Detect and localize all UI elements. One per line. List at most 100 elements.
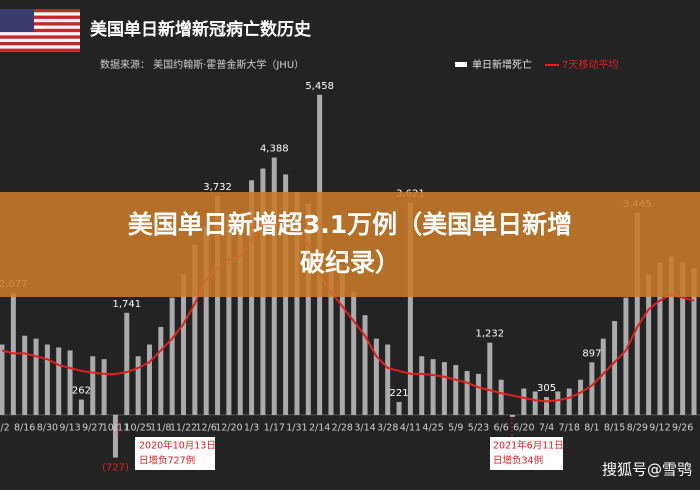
bar <box>373 338 379 415</box>
bar <box>657 262 663 415</box>
bar <box>544 397 550 415</box>
x-tick-label: 11/8 <box>150 422 171 433</box>
x-tick-label: 6/6 <box>493 422 508 433</box>
bar <box>589 362 595 415</box>
bar <box>112 414 118 458</box>
bar <box>351 291 357 415</box>
legend-label: 单日新增死亡 <box>472 58 532 71</box>
bar <box>680 262 686 415</box>
bar <box>691 268 697 415</box>
annotation-text: 日增负727例 <box>139 455 195 467</box>
value-label: 1,741 <box>112 299 141 310</box>
x-tick-label: 7/18 <box>559 422 580 433</box>
x-tick-label: 9/12 <box>649 422 670 433</box>
value-label: 305 <box>537 383 556 394</box>
bar <box>78 399 84 415</box>
bar <box>249 180 255 415</box>
x-tick-label: 8/2 <box>0 422 10 433</box>
bar <box>33 338 39 415</box>
bar <box>521 388 527 415</box>
bar <box>668 256 674 415</box>
annotation-2: 2021年6月11日 日增负34例 <box>490 418 564 470</box>
bar <box>56 347 62 415</box>
bar <box>237 221 243 415</box>
source-note: 数据来源： 美国约翰斯·霍普金斯大学（JHU） <box>100 58 304 71</box>
overlay-banner <box>0 192 700 297</box>
bar <box>600 338 606 415</box>
x-tick-label: 6/20 <box>513 422 534 433</box>
bar <box>294 192 300 415</box>
bar <box>498 379 504 415</box>
bar <box>464 370 470 415</box>
value-label: 221 <box>390 388 409 399</box>
overlay-text: 美国单日新增超3.1万例（美国单日新增 <box>128 210 572 239</box>
bar <box>509 414 515 417</box>
bar <box>487 342 493 415</box>
x-tick-label: 5/9 <box>448 422 463 433</box>
value-label: 897 <box>582 348 601 359</box>
bar <box>441 362 447 415</box>
watermark: 搜狐号@雪鸮 <box>602 461 692 479</box>
bar <box>407 202 413 415</box>
x-tick-label: 3/28 <box>377 422 398 433</box>
value-label: (727) <box>102 463 129 474</box>
value-label: 5,458 <box>305 81 334 92</box>
annotation-1: 2020年10月13日 日增负727例 <box>117 418 216 470</box>
bar <box>146 344 152 415</box>
bar <box>158 326 164 415</box>
bar <box>430 359 436 415</box>
bar <box>646 274 652 415</box>
x-tick-label: 2/28 <box>332 422 353 433</box>
bar <box>101 359 107 415</box>
bar <box>339 274 345 415</box>
x-tick-label: 10/25 <box>124 422 151 433</box>
bar <box>396 401 402 415</box>
bar <box>135 356 141 415</box>
bar <box>22 335 28 415</box>
x-tick-label: 12/20 <box>215 422 242 433</box>
value-label: 262 <box>72 386 91 397</box>
x-tick-label: 1/3 <box>244 422 259 433</box>
bar <box>566 388 572 415</box>
annotation-text: 2021年6月11日 <box>493 440 564 452</box>
moving-average-line <box>1 217 695 403</box>
overlay-text: 破纪录） <box>300 248 400 277</box>
bar <box>328 256 334 415</box>
x-tick-label: 8/16 <box>14 422 35 433</box>
x-tick-label: 7/4 <box>539 422 554 433</box>
bar <box>169 297 175 415</box>
bar <box>532 391 538 415</box>
x-tick-label: 8/15 <box>604 422 625 433</box>
chart-title: 美国单日新增新冠病亡数历史 <box>90 19 312 40</box>
bar <box>634 212 640 415</box>
x-tick-label: 9/27 <box>82 422 103 433</box>
bar <box>385 344 391 415</box>
x-tick-label: 12/6 <box>196 422 217 433</box>
x-tick-label: 5/23 <box>468 422 489 433</box>
value-label: 1,232 <box>475 329 504 340</box>
x-tick-label: 1/17 <box>264 422 285 433</box>
bar <box>181 274 187 415</box>
x-tick-label: 11/22 <box>170 422 197 433</box>
bar <box>44 344 50 415</box>
bar <box>226 215 232 415</box>
annotation-text: 2020年10月13日 <box>139 440 216 452</box>
bar <box>362 315 368 415</box>
annotation-text: 日增负34例 <box>493 455 543 467</box>
bar <box>612 321 618 415</box>
bar <box>475 373 481 415</box>
bar <box>67 350 73 415</box>
x-tick-label: 8/29 <box>627 422 648 433</box>
x-tick-label: 8/1 <box>584 422 599 433</box>
bar <box>419 356 425 415</box>
bar <box>203 227 209 415</box>
x-tick-label: 9/13 <box>59 422 80 433</box>
flag-icon <box>0 9 80 52</box>
x-tick-label: 3/14 <box>354 422 375 433</box>
x-tick-label: 4/11 <box>400 422 421 433</box>
bar <box>0 344 5 415</box>
bar <box>124 312 130 415</box>
x-tick-label: 9/26 <box>672 422 693 433</box>
